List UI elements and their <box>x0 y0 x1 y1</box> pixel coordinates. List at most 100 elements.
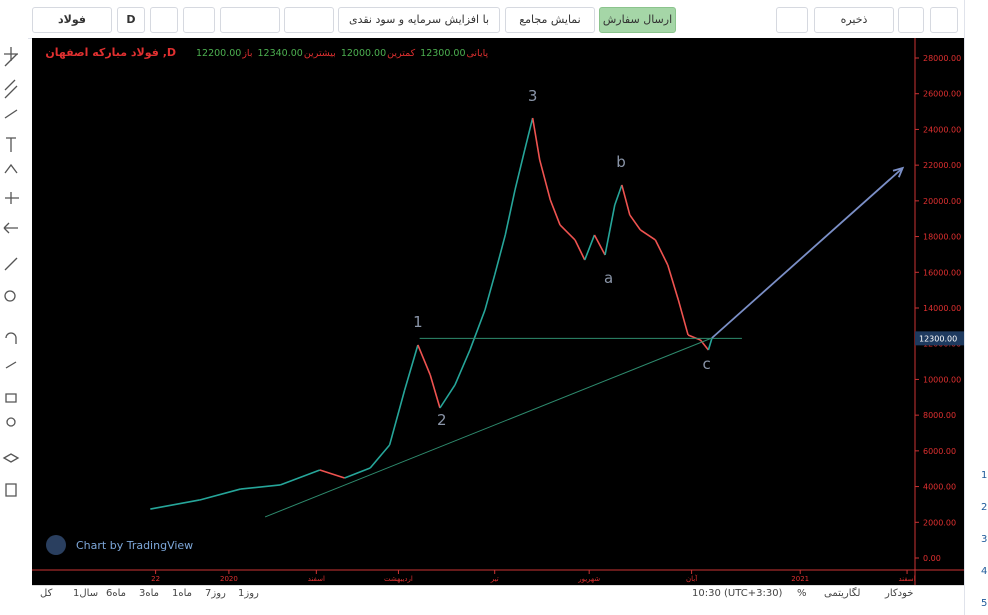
last-price-label: 12300.00 <box>919 334 957 343</box>
side-number[interactable]: 1 <box>981 470 988 481</box>
assemblies-checkbox[interactable]: نمایش مجامع <box>505 7 595 33</box>
price-segment <box>574 239 586 261</box>
side-number[interactable]: 3 <box>981 534 988 545</box>
y-tick-label: 26000.00 <box>923 90 961 99</box>
price-segment <box>403 344 419 391</box>
price-segment <box>666 264 680 301</box>
y-tick-label: 20000.00 <box>923 197 961 206</box>
save-button[interactable]: ذخیره <box>814 7 894 33</box>
price-axis <box>915 38 964 585</box>
range-button[interactable]: 6ماه <box>106 588 127 599</box>
order-button[interactable]: ارسال سفارش <box>599 7 676 33</box>
y-tick-label: 4000.00 <box>923 483 956 492</box>
x-tick-label: 22 <box>151 575 160 583</box>
price-segment <box>707 338 713 351</box>
y-tick-label: 24000.00 <box>923 125 961 134</box>
y-tick-label: 16000.00 <box>923 268 961 277</box>
indicator-button[interactable] <box>183 7 215 33</box>
range-button[interactable]: 1ماه <box>172 588 193 599</box>
y-tick-label: 0.00 <box>923 554 941 563</box>
y-tick-label: 2000.00 <box>923 518 956 527</box>
bottom-bar: کل 1سال 6ماه 3ماه 1ماه 7روز 1روز 10:30 (UTC+3:3… <box>32 585 964 604</box>
price-segment <box>417 344 431 376</box>
wave-label: 3 <box>528 87 538 105</box>
range-button[interactable]: کل <box>40 588 53 599</box>
range-button[interactable]: 3ماه <box>139 588 160 599</box>
wave-label: a <box>604 269 613 287</box>
range-button[interactable]: 1روز <box>238 588 259 599</box>
last-price-box <box>915 331 964 346</box>
price-segment <box>493 234 507 276</box>
top-toolbar: فولاد D با افزایش سرمایه و سود نقدی نمای… <box>0 0 964 39</box>
settings-button[interactable] <box>898 7 924 33</box>
price-segment <box>629 214 642 231</box>
symbol-button[interactable]: فولاد <box>32 7 112 33</box>
side-number[interactable]: 2 <box>981 502 988 513</box>
undo-redo[interactable] <box>284 7 334 33</box>
percent-toggle[interactable]: % <box>797 588 807 599</box>
range-button[interactable]: 1سال <box>73 588 99 599</box>
screenshot-button[interactable] <box>776 7 808 33</box>
price-segment <box>514 149 526 191</box>
x-tick-label: 2021 <box>791 575 809 583</box>
ohlc-label: بیشترین <box>304 48 336 59</box>
price-segment <box>199 488 241 501</box>
price-segment <box>639 229 656 241</box>
y-tick-label: 14000.00 <box>923 304 961 313</box>
time-zone[interactable]: 10:30 (UTC+3:30) <box>692 588 783 599</box>
auto-toggle[interactable]: خودکار <box>885 588 914 599</box>
price-segment <box>454 349 471 386</box>
price-segment <box>523 117 534 151</box>
ohlc-value: 12340.00 <box>257 48 302 59</box>
price-segment <box>150 499 200 510</box>
x-tick-label: شهریور <box>577 575 600 583</box>
x-tick-label: اسفند <box>898 575 915 583</box>
price-segment <box>604 204 616 256</box>
drawing-line <box>264 337 713 518</box>
ohlc-label: باز <box>241 48 252 59</box>
logo <box>46 535 66 555</box>
plot-background <box>32 38 915 570</box>
range-button[interactable]: 7روز <box>205 588 226 599</box>
price-segment <box>538 159 552 201</box>
fullscreen-button[interactable] <box>930 7 958 33</box>
side-number[interactable]: 4 <box>981 566 988 577</box>
price-segment <box>484 274 496 311</box>
price-segment <box>369 444 391 469</box>
price-segment <box>531 117 541 161</box>
ohlc-label: کمترین <box>387 48 415 59</box>
watermark: Chart by TradingView <box>76 539 193 552</box>
x-tick-label: اسفند <box>308 575 325 583</box>
y-tick-label: 8000.00 <box>923 411 956 420</box>
wave-label: b <box>616 153 626 171</box>
ohlc-value: 12200.00 <box>196 48 241 59</box>
interval-button[interactable]: D <box>117 7 145 33</box>
y-tick-label: 28000.00 <box>923 54 961 63</box>
ohlc-value: 12300.00 <box>420 48 465 59</box>
adjust-dropdown[interactable]: با افزایش سرمایه و سود نقدی <box>338 7 500 33</box>
price-segment <box>504 189 516 236</box>
arrow-head <box>892 166 905 178</box>
log-toggle[interactable]: لگاریتمی <box>824 588 861 599</box>
x-tick-label: 2020 <box>220 575 238 583</box>
wave-label: 1 <box>413 313 423 331</box>
price-segment <box>279 469 321 486</box>
x-tick-label: اردیبهشت <box>384 575 413 583</box>
price-segment <box>654 239 669 266</box>
wave-label: c <box>702 355 710 373</box>
y-tick-label: 18000.00 <box>923 233 961 242</box>
compare-button[interactable] <box>220 7 280 33</box>
price-segment <box>687 334 701 341</box>
price-segment <box>240 484 281 490</box>
left-toolbar <box>0 38 28 585</box>
price-segment <box>429 374 441 409</box>
y-tick-label: 10000.00 <box>923 375 961 384</box>
candle-button[interactable] <box>150 7 178 33</box>
right-panel: 1 2 3 4 5 <box>964 0 988 615</box>
side-number[interactable]: 5 <box>981 598 988 609</box>
time-axis <box>32 570 915 585</box>
price-segment <box>469 309 486 351</box>
wave-label: 2 <box>437 411 447 429</box>
price-segment <box>621 184 631 216</box>
